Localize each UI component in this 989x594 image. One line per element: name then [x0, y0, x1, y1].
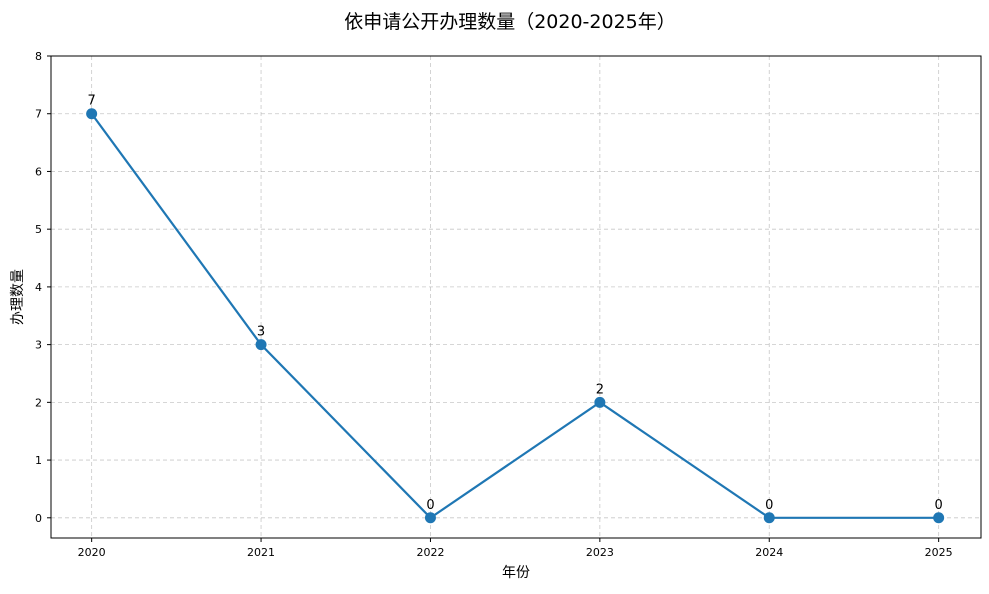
y-tick-label: 3 [35, 339, 42, 352]
y-tick-label: 0 [35, 512, 42, 525]
data-label: 0 [426, 498, 434, 513]
data-label: 7 [88, 94, 96, 109]
data-point [424, 512, 436, 524]
data-label: 0 [765, 498, 773, 513]
x-tick-label: 2025 [925, 546, 953, 559]
chart-title: 依申请公开办理数量（2020-2025年） [344, 11, 676, 33]
y-axis-label: 办理数量 [10, 269, 26, 325]
ticks: 2020 2021 2022 2023 2024 2025 0 1 2 3 4 5 6 7 8 [35, 50, 953, 559]
plot-frame [50, 55, 982, 539]
x-tick-label: 2023 [586, 546, 614, 559]
data-label: 3 [257, 325, 265, 340]
y-tick-label: 7 [35, 108, 42, 121]
y-tick-label: 5 [35, 223, 42, 236]
y-tick-label: 6 [35, 165, 42, 178]
data-point [255, 339, 267, 351]
data-label: 0 [935, 498, 943, 513]
y-tick-label: 1 [35, 454, 42, 467]
data-point [763, 512, 775, 524]
x-tick-label: 2020 [78, 546, 106, 559]
series-line [90, 113, 939, 520]
x-tick-label: 2021 [247, 546, 275, 559]
x-tick-label: 2024 [755, 546, 783, 559]
y-tick-label: 4 [35, 281, 42, 294]
y-tick-label: 2 [35, 396, 42, 409]
data-point [594, 396, 606, 408]
data-point [933, 512, 945, 524]
y-tick-label: 8 [35, 50, 42, 63]
x-axis-label: 年份 [502, 565, 530, 581]
grid [51, 55, 981, 538]
data-label: 2 [596, 382, 604, 397]
data-point [86, 108, 98, 120]
x-tick-label: 2022 [416, 546, 444, 559]
series: 7 3 0 2 0 0 [86, 94, 945, 524]
